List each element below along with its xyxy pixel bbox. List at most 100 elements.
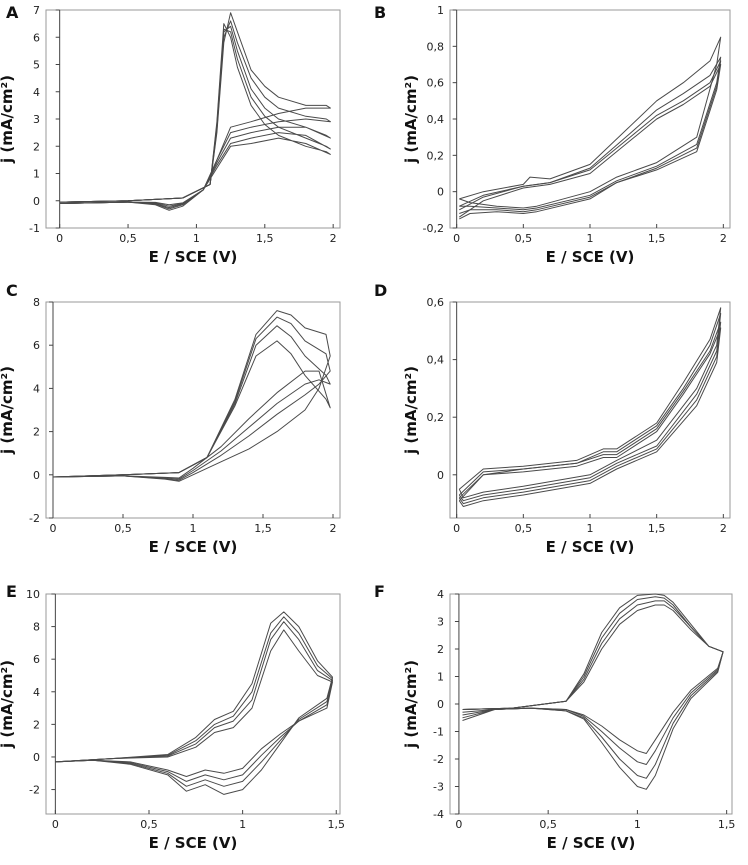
cv-curve-2	[459, 56, 722, 211]
x-tick-label: 1,5	[648, 232, 666, 245]
x-tick-label: 1,5	[256, 232, 274, 245]
panel-letter: D	[374, 281, 387, 300]
x-tick-label: 0	[453, 522, 460, 535]
y-tick-label: 0,6	[427, 296, 445, 309]
x-axis-title: E / SCE (V)	[546, 248, 635, 266]
y-tick-label: 3	[437, 616, 444, 629]
y-tick-label: 0,6	[427, 77, 445, 90]
x-tick-label: 1,5	[254, 522, 272, 535]
y-tick-label: 4	[33, 686, 40, 699]
x-tick-label: 0,5	[119, 232, 137, 245]
x-tick-label: 0	[455, 818, 462, 831]
y-tick-label: 0	[33, 469, 40, 482]
y-tick-label: 0	[437, 186, 444, 199]
y-tick-label: -4	[433, 808, 444, 821]
cv-curve-1	[459, 36, 722, 209]
x-tick-label: 1,5	[648, 522, 666, 535]
y-axis-title: j (mA/cm²)	[402, 366, 420, 455]
x-tick-label: 1	[239, 818, 246, 831]
cv-curve-4	[55, 611, 333, 795]
panel-letter: C	[6, 281, 18, 300]
panel-letter: F	[374, 582, 385, 601]
y-tick-label: -2	[433, 753, 444, 766]
y-tick-label: 0	[437, 698, 444, 711]
plot-frame	[45, 9, 341, 229]
y-tick-label: 2	[33, 426, 40, 439]
plot-frame	[45, 593, 341, 815]
cv-curve-2	[59, 20, 331, 210]
y-tick-label: 0,4	[427, 113, 445, 126]
cv-curve-4	[462, 593, 724, 790]
cv-curve-3	[459, 60, 722, 214]
x-axis-title: E / SCE (V)	[149, 834, 238, 852]
panel-d: D 0 0,2 0,4 0,6 0 0,5 1 1,5 2 E / SCE (V) j (mA/cm²…	[374, 281, 731, 556]
y-tick-label: 4	[437, 588, 444, 601]
cv-curve-1	[458, 307, 722, 499]
cv-curve-4	[458, 327, 722, 507]
cv-curve-4	[459, 64, 722, 220]
x-tick-label: 2	[330, 232, 337, 245]
y-tick-label: 1	[33, 168, 40, 181]
x-axis-title: E / SCE (V)	[149, 538, 238, 556]
cv-curve-5	[59, 23, 331, 206]
cv-curve-3	[59, 25, 331, 209]
cv-curve-2	[55, 621, 333, 782]
plot-frame	[449, 593, 733, 815]
y-tick-label: 10	[26, 588, 40, 601]
y-tick-label: 0,8	[427, 40, 445, 53]
x-tick-label: 0	[50, 522, 57, 535]
x-axis-title: E / SCE (V)	[149, 248, 238, 266]
cv-curve-4	[59, 28, 331, 207]
panel-letter: E	[6, 582, 17, 601]
y-tick-label: 5	[33, 59, 40, 72]
panel-c: C -2 0 2 4 6 8 0 0,5 1 1,5 2 E / SCE (V) j (mA/cm²)	[0, 281, 341, 556]
y-tick-label: 1	[437, 4, 444, 17]
y-tick-label: 1	[437, 671, 444, 684]
y-tick-label: 2	[437, 643, 444, 656]
x-tick-label: 0	[453, 232, 460, 245]
x-tick-label: 1	[190, 522, 197, 535]
x-tick-label: 0,5	[140, 818, 158, 831]
y-tick-label: 2	[33, 140, 40, 153]
x-tick-label: 1	[193, 232, 200, 245]
x-tick-label: 2	[720, 232, 727, 245]
y-tick-label: -0,2	[423, 222, 444, 235]
y-axis-title: j (mA/cm²)	[402, 660, 420, 749]
y-tick-label: 4	[33, 86, 40, 99]
cv-curve-3	[462, 596, 724, 779]
y-tick-label: -2	[29, 512, 40, 525]
y-tick-label: -3	[433, 781, 444, 794]
x-tick-label: 2	[330, 522, 337, 535]
cv-curve-1	[55, 629, 333, 777]
x-tick-label: 0	[56, 232, 63, 245]
y-tick-label: -2	[29, 784, 40, 797]
y-tick-label: 0,2	[427, 149, 445, 162]
y-axis-title: j (mA/cm²)	[0, 660, 16, 749]
x-axis-title: E / SCE (V)	[547, 834, 636, 852]
x-tick-label: 0,5	[515, 522, 533, 535]
y-tick-label: 6	[33, 31, 40, 44]
y-tick-label: 3	[33, 113, 40, 126]
x-axis-title: E / SCE (V)	[546, 538, 635, 556]
panel-a: A -1 0 1 2 3 4 5 6 7 0 0,5 1 1,5 2 E / SCE (V) j (mA/cm²…	[0, 3, 341, 266]
x-tick-label: 1,5	[718, 818, 736, 831]
y-tick-label: 4	[33, 382, 40, 395]
x-tick-label: 1,5	[328, 818, 346, 831]
y-tick-label: 0	[33, 195, 40, 208]
panel-f: F -4 -3 -2 -1 0 1 2 3 4 0 0,5 1 1,5 E / SCE (V) j (mA/c…	[374, 582, 735, 852]
y-tick-label: 2	[33, 718, 40, 731]
y-tick-label: 0	[33, 751, 40, 764]
cv-curve-3	[458, 321, 722, 505]
plot-frame	[45, 301, 341, 519]
panel-letter: A	[6, 3, 19, 22]
cv-curve-3	[52, 325, 331, 480]
panel-e: E -2 0 2 4 6 8 10 0 0,5 1 1,5 E / SCE (V) j (mA/cm²)	[0, 582, 345, 852]
x-tick-label: 0	[52, 818, 59, 831]
x-tick-label: 1	[587, 522, 594, 535]
y-tick-label: 7	[33, 4, 40, 17]
cv-curve-3	[55, 616, 333, 787]
y-tick-label: 8	[33, 296, 40, 309]
cv-curve-2	[462, 600, 724, 765]
x-tick-label: 0,5	[515, 232, 533, 245]
